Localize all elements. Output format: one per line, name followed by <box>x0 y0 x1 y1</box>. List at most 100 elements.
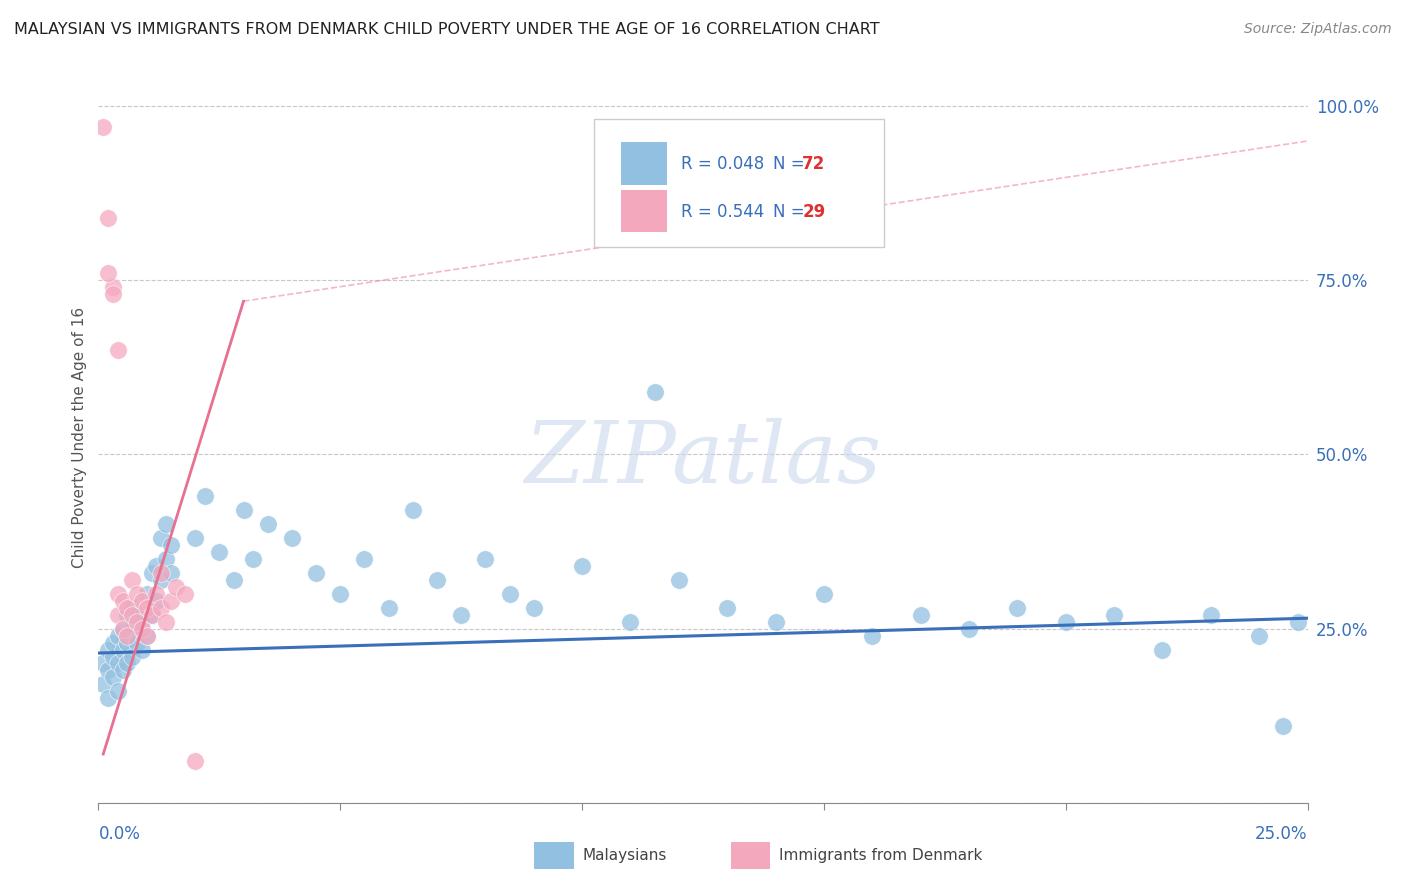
Text: Malaysians: Malaysians <box>582 848 666 863</box>
Point <box>121 607 143 622</box>
Point <box>91 657 114 671</box>
Point <box>97 211 120 225</box>
Text: 0.0%: 0.0% <box>98 825 141 843</box>
Point <box>127 615 149 629</box>
Point <box>107 607 129 622</box>
Point <box>135 600 157 615</box>
Point <box>135 587 157 601</box>
Point <box>174 587 197 601</box>
Point <box>232 503 254 517</box>
Point <box>111 594 134 608</box>
Point <box>256 517 278 532</box>
Point <box>135 629 157 643</box>
Point <box>150 566 173 580</box>
Point <box>910 607 932 622</box>
Point <box>101 649 124 664</box>
Point <box>619 615 641 629</box>
Point <box>184 754 207 768</box>
Text: R = 0.048: R = 0.048 <box>682 154 765 172</box>
Point <box>117 629 139 643</box>
Point <box>127 635 149 649</box>
Point <box>107 587 129 601</box>
Point <box>208 545 231 559</box>
Point <box>121 573 143 587</box>
Point <box>194 489 217 503</box>
Point <box>111 622 134 636</box>
Point <box>145 587 167 601</box>
Point <box>160 538 183 552</box>
FancyBboxPatch shape <box>621 190 666 232</box>
Point <box>402 503 425 517</box>
Point <box>155 517 177 532</box>
Point <box>97 664 120 678</box>
Point <box>150 573 173 587</box>
Point <box>716 600 738 615</box>
Text: N =: N = <box>773 202 810 221</box>
Point <box>127 607 149 622</box>
Point <box>1054 615 1077 629</box>
Point <box>97 691 120 706</box>
Point <box>165 580 187 594</box>
Point <box>242 552 264 566</box>
Y-axis label: Child Poverty Under the Age of 16: Child Poverty Under the Age of 16 <box>72 307 87 567</box>
Point <box>145 558 167 573</box>
Text: N =: N = <box>773 154 810 172</box>
Point <box>131 642 153 657</box>
Point <box>450 607 472 622</box>
Point <box>1249 629 1271 643</box>
Point <box>97 642 120 657</box>
Point <box>184 531 207 545</box>
Point <box>135 629 157 643</box>
Point <box>145 594 167 608</box>
Point <box>101 287 124 301</box>
Point <box>329 587 352 601</box>
Point <box>860 629 883 643</box>
Point <box>107 657 129 671</box>
Point <box>101 670 124 684</box>
Point <box>353 552 375 566</box>
Point <box>97 266 120 280</box>
Point <box>305 566 328 580</box>
Point <box>131 622 153 636</box>
Point <box>117 635 139 649</box>
Point <box>474 552 496 566</box>
Point <box>377 600 399 615</box>
Text: Source: ZipAtlas.com: Source: ZipAtlas.com <box>1244 22 1392 37</box>
Point <box>121 649 143 664</box>
Text: R = 0.544: R = 0.544 <box>682 202 765 221</box>
Point <box>127 587 149 601</box>
Point <box>141 607 163 622</box>
Point <box>111 642 134 657</box>
Point <box>222 573 245 587</box>
Point <box>1272 719 1295 733</box>
Point <box>813 587 835 601</box>
Point <box>107 629 129 643</box>
Point <box>668 573 690 587</box>
Point <box>1286 615 1309 629</box>
Point <box>131 594 153 608</box>
Point <box>644 384 666 399</box>
Point <box>1152 642 1174 657</box>
Point <box>131 615 153 629</box>
Text: 29: 29 <box>803 202 825 221</box>
Point <box>91 677 114 691</box>
Point <box>101 635 124 649</box>
Point <box>150 600 173 615</box>
Text: 72: 72 <box>803 154 825 172</box>
Point <box>141 607 163 622</box>
Point <box>160 566 183 580</box>
Text: ZIPatlas: ZIPatlas <box>524 417 882 500</box>
Point <box>1007 600 1029 615</box>
Point <box>523 600 546 615</box>
Point <box>121 622 143 636</box>
Point <box>155 615 177 629</box>
Text: Immigrants from Denmark: Immigrants from Denmark <box>779 848 983 863</box>
Point <box>765 615 787 629</box>
Point <box>117 607 139 622</box>
Point <box>498 587 520 601</box>
Point <box>107 343 129 357</box>
Point <box>281 531 304 545</box>
Point <box>160 594 183 608</box>
Point <box>957 622 980 636</box>
Point <box>111 664 134 678</box>
